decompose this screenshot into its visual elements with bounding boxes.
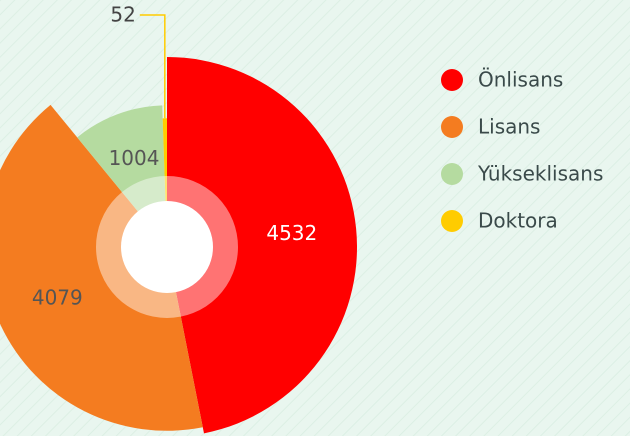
- inner-ring: [96, 176, 238, 318]
- plot: 4532 4079 1004 52: [0, 3, 358, 434]
- leader-line: [139, 14, 166, 119]
- data-label: 52: [110, 3, 135, 27]
- legend: Önlisans Lisans Yükseklisans Doktora: [441, 68, 603, 233]
- slice: [167, 56, 358, 434]
- center-hole: [121, 201, 213, 293]
- legend-label: Doktora: [478, 209, 558, 233]
- legend-marker: [441, 210, 463, 232]
- legend-label: Lisans: [478, 115, 540, 139]
- data-label: 4079: [32, 285, 83, 309]
- legend-label: Önlisans: [478, 68, 563, 92]
- data-label: 4532: [266, 221, 317, 245]
- data-label: 1004: [109, 146, 160, 170]
- legend-marker: [441, 116, 463, 138]
- legend-marker: [441, 69, 463, 91]
- legend-label: Yükseklisans: [477, 162, 603, 186]
- slice: [0, 104, 203, 431]
- legend-marker: [441, 163, 463, 185]
